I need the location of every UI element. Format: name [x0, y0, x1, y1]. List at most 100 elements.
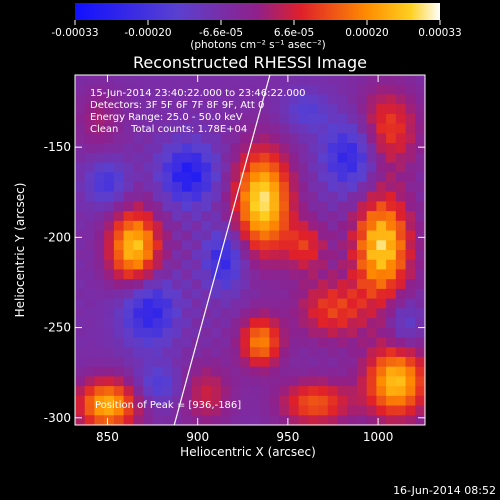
heatmap-cell: [104, 143, 115, 154]
heatmap-cell: [386, 366, 397, 377]
heatmap-cell: [211, 143, 222, 154]
heatmap-cell: [162, 75, 173, 86]
heatmap-cell: [366, 347, 377, 358]
heatmap-cell: [288, 152, 300, 164]
heatmap-cell: [240, 337, 251, 348]
heatmap-cell: [133, 376, 144, 387]
heatmap-cell: [259, 259, 271, 271]
heatmap-cell: [172, 230, 183, 241]
heatmap-cell: [152, 298, 164, 309]
heatmap-cell: [133, 395, 144, 407]
heatmap-cell: [104, 75, 115, 86]
heatmap-cell: [143, 172, 154, 183]
heatmap-cell: [327, 318, 339, 329]
heatmap-cell: [366, 230, 377, 241]
heatmap-cell: [386, 415, 397, 425]
heatmap-cell: [75, 250, 86, 261]
heatmap-cell: [240, 318, 251, 329]
heatmap-cell: [386, 318, 397, 329]
heatmap-cell: [298, 133, 309, 144]
heatmap-cell: [84, 386, 96, 397]
heatmap-cell: [395, 191, 407, 202]
heatmap-cell: [298, 162, 309, 173]
heatmap-cell: [94, 201, 105, 212]
heatmap-cell: [240, 250, 251, 261]
heatmap-cell: [240, 172, 251, 183]
heatmap-cell: [376, 143, 387, 154]
heatmap-cell: [259, 94, 271, 105]
heatmap-cell: [94, 279, 105, 290]
heatmap-cell: [104, 386, 115, 397]
heatmap-cell: [201, 94, 212, 105]
heatmap-cell: [152, 288, 164, 300]
heatmap-cell: [201, 269, 212, 280]
colorbar-tick-label: -0.00020: [124, 27, 171, 39]
heatmap-cell: [298, 230, 309, 241]
heatmap-cell: [308, 133, 319, 144]
heatmap-cell: [84, 298, 96, 309]
heatmap-cell: [250, 104, 261, 115]
heatmap-cell: [327, 356, 339, 368]
heatmap-cell: [84, 366, 96, 377]
heatmap-cell: [104, 337, 115, 348]
heatmap-cell: [366, 327, 377, 339]
heatmap-cell: [191, 133, 202, 144]
heatmap-cell: [259, 162, 271, 173]
heatmap-cell: [94, 415, 105, 425]
heatmap-cell: [395, 113, 407, 125]
heatmap-cell: [395, 240, 407, 251]
heatmap-cell: [269, 308, 280, 319]
heatmap-cell: [415, 279, 425, 290]
heatmap-cell: [191, 386, 202, 397]
heatmap-cell: [230, 211, 241, 222]
heatmap-cell: [337, 279, 348, 290]
heatmap-cell: [405, 201, 416, 212]
heatmap-cell: [172, 269, 183, 280]
heatmap-cell: [181, 298, 193, 309]
heatmap-cell: [366, 201, 377, 212]
heatmap-cell: [162, 143, 173, 154]
heatmap-cell: [288, 298, 300, 309]
heatmap-cell: [415, 386, 425, 397]
heatmap-cell: [152, 75, 164, 86]
heatmap-cell: [181, 269, 193, 280]
heatmap-cell: [318, 386, 329, 397]
heatmap-cell: [327, 220, 339, 232]
heatmap-cell: [123, 405, 134, 416]
heatmap-cell: [113, 240, 125, 251]
heatmap-cell: [376, 405, 387, 416]
heatmap-cell: [201, 279, 212, 290]
solar-limb-line: [173, 75, 271, 425]
footer-date: 16-Jun-2014 08:52: [393, 484, 496, 497]
heatmap-cell: [104, 356, 115, 368]
heatmap-cell: [201, 75, 212, 86]
heatmap-cell: [395, 318, 407, 329]
heatmap-cell: [259, 181, 271, 193]
heatmap-cell: [75, 288, 86, 300]
heatmap-cell: [240, 405, 251, 416]
heatmap-cell: [308, 356, 319, 368]
heatmap-cell: [415, 162, 425, 173]
heatmap-cell: [269, 84, 280, 96]
heatmap-cell: [181, 201, 193, 212]
heatmap-cell: [347, 337, 358, 348]
heatmap-cell: [201, 376, 212, 387]
heatmap-cell: [230, 220, 241, 232]
heatmap-cell: [240, 298, 251, 309]
heatmap-cell: [366, 415, 377, 425]
heatmap-cell: [337, 230, 348, 241]
heatmap-cell: [308, 337, 319, 348]
heatmap-cell: [405, 143, 416, 154]
heatmap-cell: [211, 356, 222, 368]
heatmap-cell: [230, 104, 241, 115]
heatmap-cell: [123, 356, 134, 368]
heatmap-cell: [298, 337, 309, 348]
heatmap-cell: [269, 386, 280, 397]
heatmap-cell: [308, 211, 319, 222]
heatmap-cell: [75, 308, 86, 319]
heatmap-cell: [181, 376, 193, 387]
heatmap-cell: [84, 191, 96, 202]
heatmap-cell: [191, 405, 202, 416]
heatmap-cell: [259, 201, 271, 212]
heatmap-cell: [337, 104, 348, 115]
